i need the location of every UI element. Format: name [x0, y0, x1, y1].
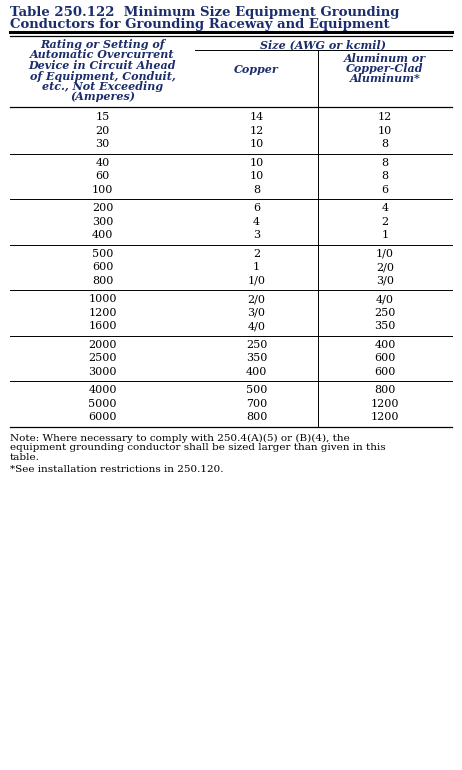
Text: 200: 200 [92, 203, 113, 213]
Text: Table 250.122  Minimum Size Equipment Grounding: Table 250.122 Minimum Size Equipment Gro… [10, 6, 399, 19]
Text: Size (AWG or kcmil): Size (AWG or kcmil) [261, 39, 387, 50]
Text: 1: 1 [382, 230, 389, 240]
Text: 2000: 2000 [88, 340, 117, 350]
Text: 6: 6 [382, 185, 389, 195]
Text: 350: 350 [374, 321, 395, 331]
Text: 6000: 6000 [88, 412, 117, 422]
Text: 500: 500 [246, 385, 267, 395]
Text: 12: 12 [378, 112, 392, 122]
Text: 3/0: 3/0 [376, 276, 394, 286]
Text: 3: 3 [253, 230, 260, 240]
Text: 1/0: 1/0 [376, 249, 394, 259]
Text: Copper-Clad: Copper-Clad [346, 63, 424, 74]
Text: 4/0: 4/0 [248, 321, 266, 331]
Text: 6: 6 [253, 203, 260, 213]
Text: 300: 300 [92, 216, 113, 226]
Text: 15: 15 [95, 112, 109, 122]
Text: 8: 8 [253, 185, 260, 195]
Text: 10: 10 [378, 126, 392, 136]
Text: 100: 100 [92, 185, 113, 195]
Text: 1000: 1000 [88, 294, 117, 304]
Text: Aluminum*: Aluminum* [350, 73, 420, 84]
Text: table.: table. [10, 454, 40, 463]
Text: 30: 30 [95, 139, 109, 149]
Text: 10: 10 [249, 158, 264, 168]
Text: 400: 400 [374, 340, 395, 350]
Text: 2: 2 [253, 249, 260, 259]
Text: 8: 8 [382, 158, 389, 168]
Text: of Equipment, Conduit,: of Equipment, Conduit, [30, 71, 176, 82]
Text: 250: 250 [246, 340, 267, 350]
Text: 2500: 2500 [88, 353, 117, 363]
Text: 5000: 5000 [88, 399, 117, 409]
Text: 1200: 1200 [371, 399, 399, 409]
Text: Note: Where necessary to comply with 250.4(A)(5) or (B)(4), the: Note: Where necessary to comply with 250… [10, 434, 350, 443]
Text: (Amperes): (Amperes) [70, 92, 135, 102]
Text: 2: 2 [382, 216, 389, 226]
Text: 14: 14 [249, 112, 264, 122]
Text: Device in Circuit Ahead: Device in Circuit Ahead [29, 60, 176, 71]
Text: 4000: 4000 [88, 385, 117, 395]
Text: 4: 4 [253, 216, 260, 226]
Text: Rating or Setting of: Rating or Setting of [40, 39, 165, 50]
Text: Copper: Copper [234, 64, 279, 75]
Text: *See installation restrictions in 250.120.: *See installation restrictions in 250.12… [10, 464, 224, 474]
Text: 500: 500 [92, 249, 113, 259]
Text: 3/0: 3/0 [248, 308, 266, 318]
Text: 4/0: 4/0 [376, 294, 394, 304]
Text: 4: 4 [382, 203, 389, 213]
Text: 8: 8 [382, 139, 389, 149]
Text: 600: 600 [374, 367, 395, 377]
Text: 600: 600 [374, 353, 395, 363]
Text: 800: 800 [374, 385, 395, 395]
Text: Conductors for Grounding Raceway and Equipment: Conductors for Grounding Raceway and Equ… [10, 18, 389, 31]
Text: 350: 350 [246, 353, 267, 363]
Text: 1/0: 1/0 [248, 276, 266, 286]
Text: etc., Not Exceeding: etc., Not Exceeding [42, 81, 163, 92]
Text: 60: 60 [95, 171, 109, 181]
Text: 20: 20 [95, 126, 109, 136]
Text: 400: 400 [92, 230, 113, 240]
Text: 600: 600 [92, 263, 113, 273]
Text: 700: 700 [246, 399, 267, 409]
Text: Aluminum or: Aluminum or [344, 53, 426, 64]
Text: 3000: 3000 [88, 367, 117, 377]
Text: 1200: 1200 [371, 412, 399, 422]
Text: equipment grounding conductor shall be sized larger than given in this: equipment grounding conductor shall be s… [10, 444, 386, 453]
Text: 8: 8 [382, 171, 389, 181]
Text: 40: 40 [95, 158, 109, 168]
Text: 250: 250 [374, 308, 395, 318]
Text: 10: 10 [249, 171, 264, 181]
Text: 1: 1 [253, 263, 260, 273]
Text: 800: 800 [92, 276, 113, 286]
Text: 1200: 1200 [88, 308, 117, 318]
Text: 1600: 1600 [88, 321, 117, 331]
Text: 10: 10 [249, 139, 264, 149]
Text: 400: 400 [246, 367, 267, 377]
Text: 2/0: 2/0 [248, 294, 266, 304]
Text: 12: 12 [249, 126, 264, 136]
Text: Automatic Overcurrent: Automatic Overcurrent [30, 49, 175, 61]
Text: 800: 800 [246, 412, 267, 422]
Text: 2/0: 2/0 [376, 263, 394, 273]
